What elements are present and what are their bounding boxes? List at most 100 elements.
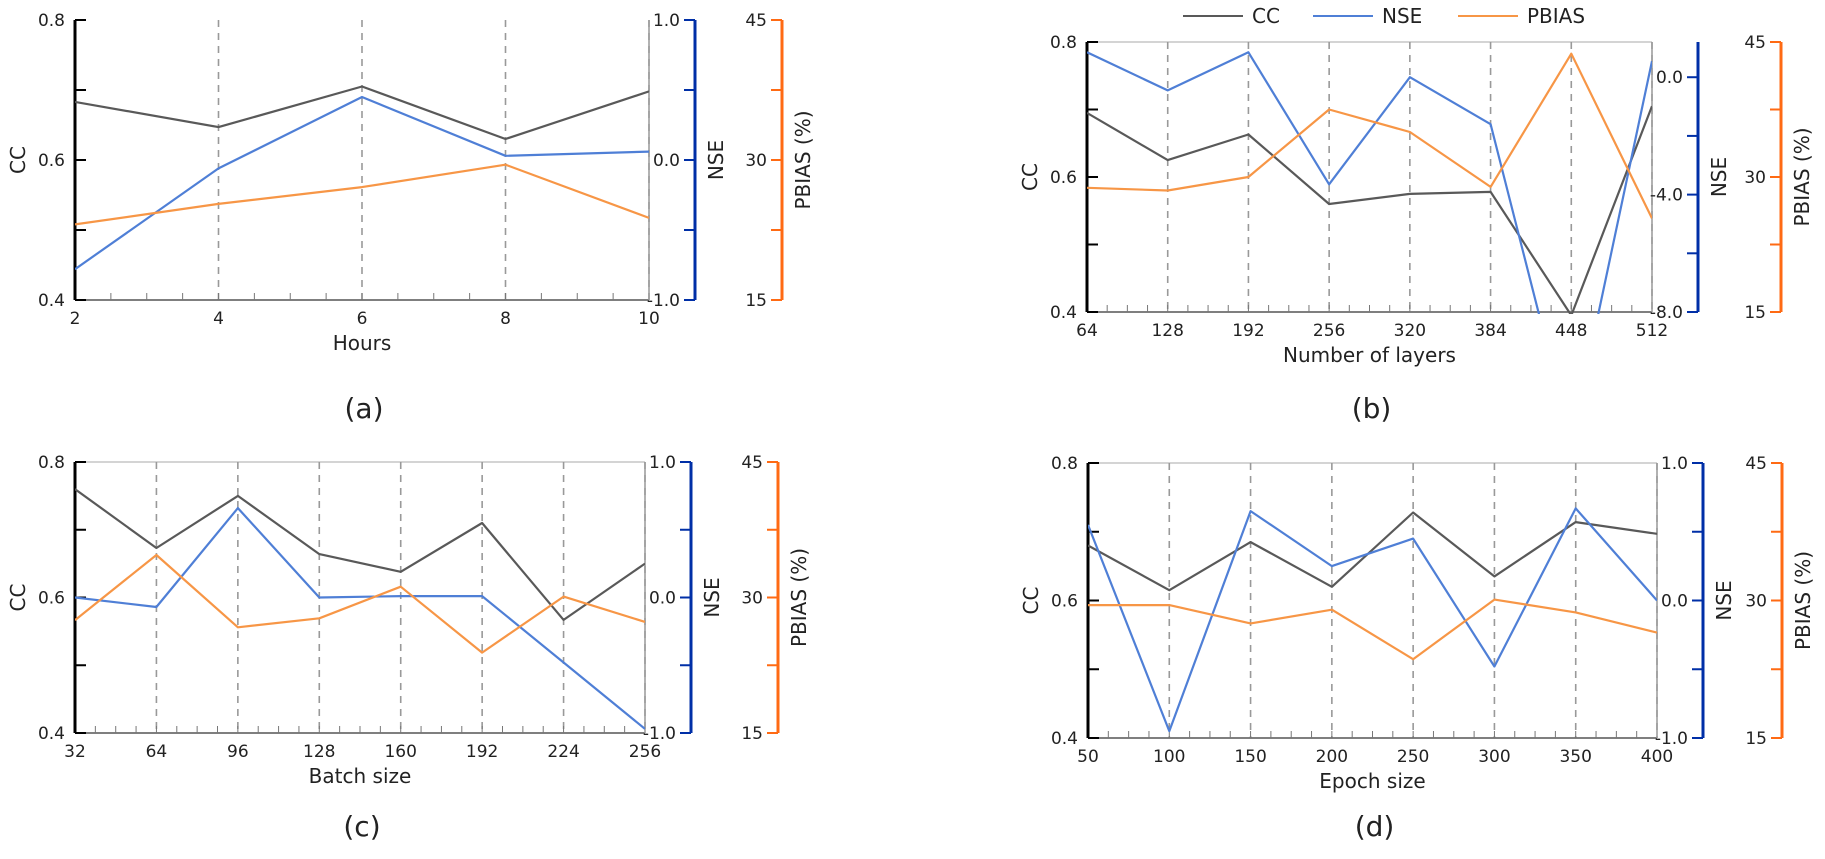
- x-tick-label: 192: [1232, 321, 1264, 341]
- chart-panel-1: 2 4 6 8 10 Hours 0.4 0.6 0.8 CC -1.0 0.0 1.0 NSE 15 30 4…: [6, 11, 815, 425]
- x-tick-label: 448: [1555, 321, 1587, 341]
- chart-panel-2: 64 128 192 256 320 384 448 512 Number of layers 0…: [1018, 33, 1814, 425]
- nse-tick-label: 1.0: [1661, 454, 1688, 474]
- pbias-tick-label: 15: [1744, 303, 1766, 323]
- pbias-tick-label: 30: [1744, 168, 1766, 188]
- x-tick-label: 96: [227, 742, 249, 762]
- x-axis-title: Batch size: [309, 764, 412, 788]
- series-line-pbias: [75, 163, 649, 226]
- series-line-pbias: [75, 553, 645, 654]
- x-tick-label: 350: [1559, 747, 1591, 767]
- chart-panel-3: 32 64 96 128 160 192 224 256 Batch size 0.4 0.6 0.8…: [6, 453, 811, 843]
- x-tick-label: 32: [64, 742, 86, 762]
- cc-axis-title: CC: [6, 584, 30, 612]
- cc-axis-title: CC: [6, 146, 30, 174]
- legend-label-nse: NSE: [1382, 4, 1422, 28]
- cc-tick-label: 0.8: [1051, 454, 1078, 474]
- nse-axis-title: NSE: [1712, 580, 1736, 620]
- pbias-tick-label: 45: [741, 453, 763, 473]
- x-tick-label: 2: [70, 309, 81, 329]
- series-line-nse: [75, 507, 645, 730]
- cc-tick-label: 0.6: [1051, 592, 1078, 612]
- x-tick-label: 50: [1077, 747, 1099, 767]
- nse-axis-title: NSE: [1707, 157, 1731, 197]
- cc-tick-label: 0.8: [1050, 33, 1077, 53]
- nse-tick-label: -1.0: [1655, 729, 1688, 749]
- pbias-tick-label: 30: [745, 151, 767, 171]
- x-tick-label: 384: [1474, 321, 1506, 341]
- x-tick-label: 64: [146, 742, 168, 762]
- pbias-tick-label: 45: [1744, 33, 1766, 53]
- series-line-cc: [1088, 511, 1657, 592]
- nse-tick-label: 0.0: [649, 589, 676, 609]
- x-tick-label: 224: [547, 742, 579, 762]
- x-axis-title: Hours: [333, 331, 392, 355]
- pbias-axis-title: PBIAS (%): [1791, 551, 1815, 650]
- x-tick-label: 100: [1153, 747, 1185, 767]
- x-tick-label: 256: [629, 742, 661, 762]
- x-tick-label: 10: [638, 309, 660, 329]
- cc-tick-label: 0.4: [38, 291, 65, 311]
- pbias-axis-title: PBIAS (%): [791, 110, 815, 209]
- nse-axis-title: NSE: [704, 140, 728, 180]
- series-line-nse: [75, 95, 649, 271]
- x-tick-label: 512: [1636, 321, 1668, 341]
- series-line-cc: [75, 85, 649, 141]
- series-line-nse: [1088, 507, 1657, 733]
- series-line-cc: [1087, 105, 1652, 314]
- nse-axis-title: NSE: [700, 577, 724, 617]
- chart-panel-4: 50 100 150 200 250 300 350 400 Epoch size 0.4 0.6 0…: [1019, 454, 1815, 843]
- pbias-tick-label: 45: [1745, 454, 1767, 474]
- x-tick-label: 160: [384, 742, 416, 762]
- x-tick-label: 128: [1151, 321, 1183, 341]
- series-line-cc: [75, 488, 645, 622]
- nse-tick-label: -8.0: [1650, 303, 1683, 323]
- x-tick-label: 320: [1394, 321, 1426, 341]
- cc-axis-title: CC: [1019, 587, 1043, 615]
- cc-tick-label: 0.6: [1050, 168, 1077, 188]
- pbias-tick-label: 15: [745, 291, 767, 311]
- nse-tick-label: 0.0: [653, 151, 680, 171]
- cc-tick-label: 0.6: [38, 589, 65, 609]
- series-line-pbias: [1087, 52, 1652, 219]
- nse-tick-label: -1.0: [643, 724, 676, 744]
- x-tick-label: 256: [1313, 321, 1345, 341]
- panel-label: (d): [1355, 810, 1395, 843]
- panel-label: (a): [344, 392, 383, 425]
- cc-axis-title: CC: [1018, 163, 1042, 191]
- x-tick-label: 300: [1478, 747, 1510, 767]
- cc-tick-label: 0.4: [1051, 729, 1078, 749]
- panel-label: (b): [1352, 392, 1392, 425]
- series-line-pbias: [1088, 598, 1657, 661]
- pbias-tick-label: 15: [1745, 729, 1767, 749]
- x-tick-label: 192: [466, 742, 498, 762]
- nse-tick-label: 0.0: [1656, 68, 1683, 88]
- cc-tick-label: 0.8: [38, 11, 65, 31]
- pbias-tick-label: 30: [741, 589, 763, 609]
- cc-tick-label: 0.6: [38, 151, 65, 171]
- pbias-axis-title: PBIAS (%): [787, 548, 811, 647]
- pbias-tick-label: 30: [1745, 592, 1767, 612]
- cc-tick-label: 0.4: [38, 724, 65, 744]
- x-tick-label: 400: [1641, 747, 1673, 767]
- x-tick-label: 6: [357, 309, 368, 329]
- nse-tick-label: 1.0: [649, 453, 676, 473]
- legend-label-cc: CC: [1252, 4, 1280, 28]
- x-tick-label: 250: [1397, 747, 1429, 767]
- x-axis-title: Epoch size: [1319, 769, 1425, 793]
- pbias-tick-label: 45: [745, 11, 767, 31]
- nse-tick-label: -1.0: [647, 291, 680, 311]
- nse-tick-label: 0.0: [1661, 592, 1688, 612]
- legend-label-pbias: PBIAS: [1527, 4, 1585, 28]
- x-tick-label: 8: [500, 309, 511, 329]
- pbias-tick-label: 15: [741, 724, 763, 744]
- nse-tick-label: -4.0: [1650, 186, 1683, 206]
- x-tick-label: 128: [303, 742, 335, 762]
- x-axis-title: Number of layers: [1283, 343, 1456, 367]
- x-tick-label: 64: [1076, 321, 1098, 341]
- nse-tick-label: 1.0: [653, 11, 680, 31]
- x-tick-label: 200: [1316, 747, 1348, 767]
- series-line-nse: [1087, 51, 1652, 314]
- cc-tick-label: 0.8: [38, 453, 65, 473]
